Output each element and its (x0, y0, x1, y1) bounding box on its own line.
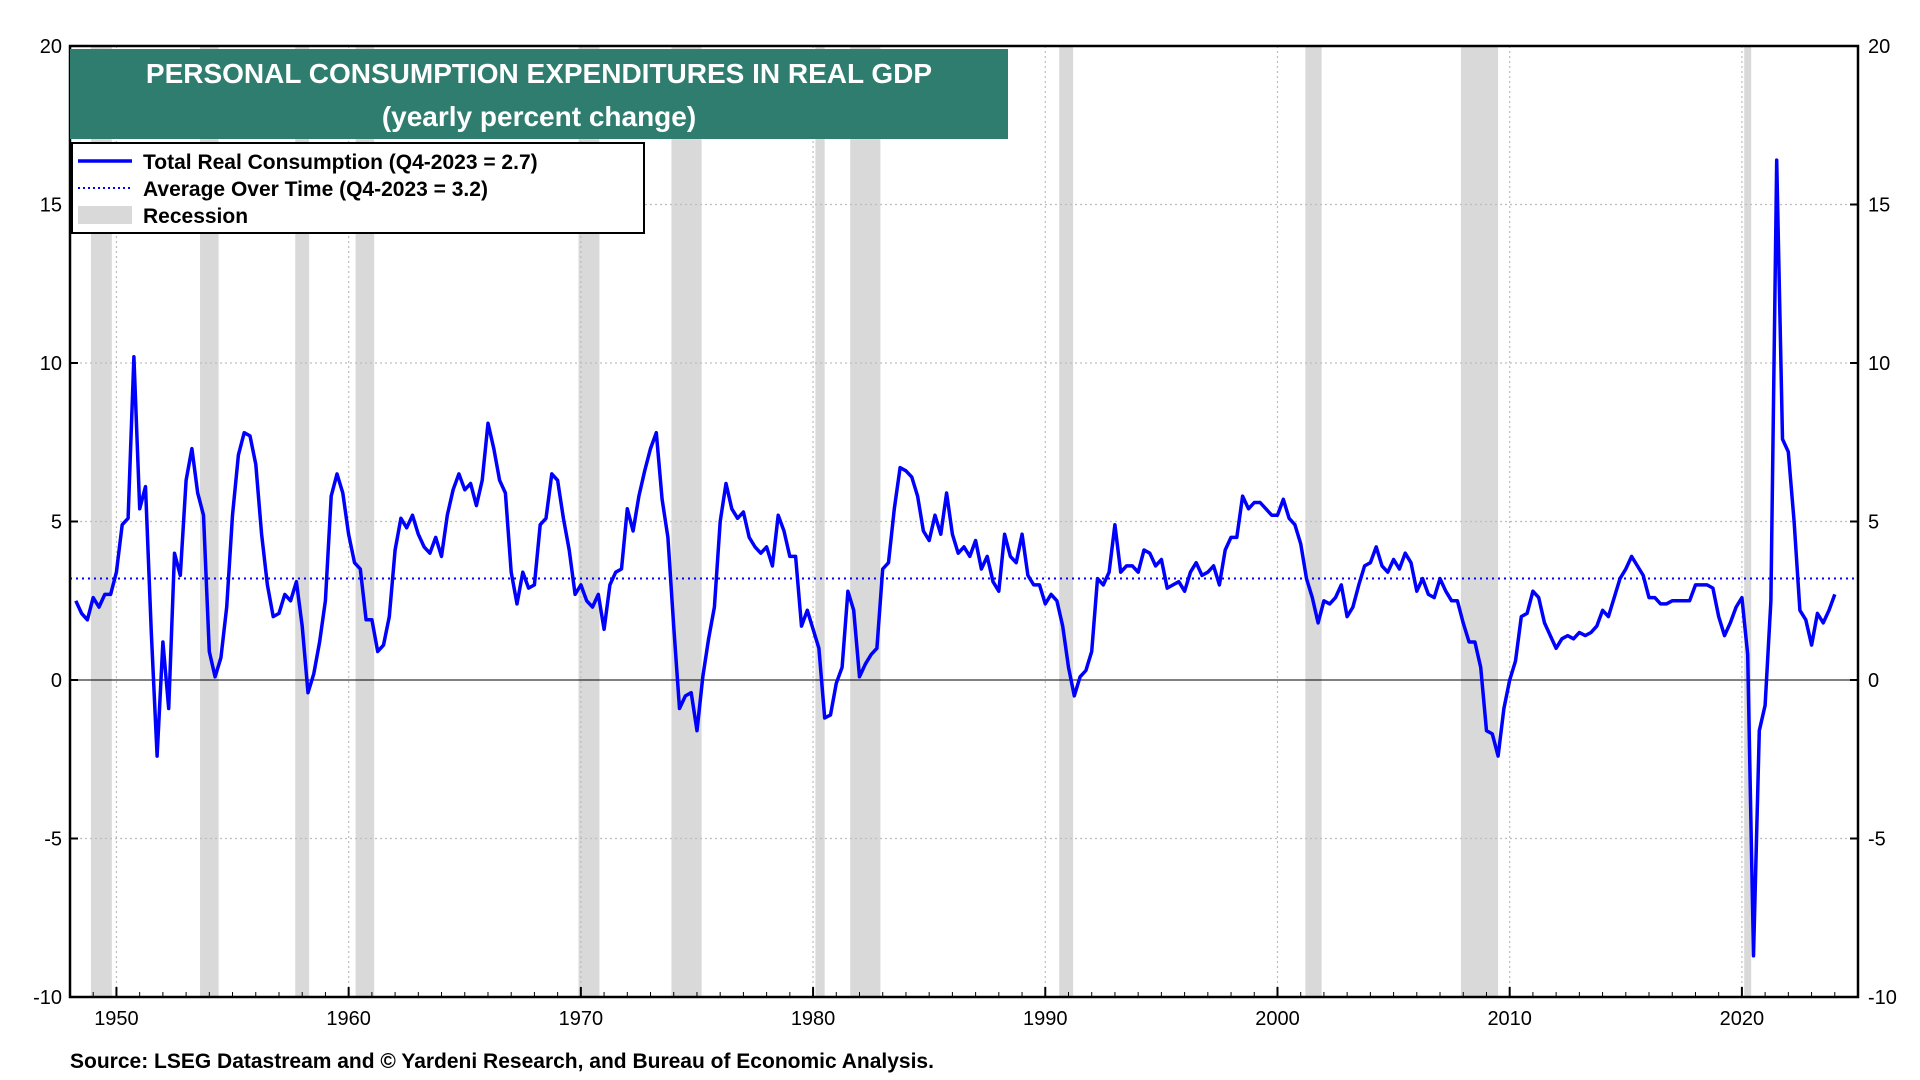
chart-subtitle: (yearly percent change) (382, 101, 696, 132)
series-line-total-real-consumption (74, 158, 1837, 958)
recession-band (355, 46, 375, 997)
x-tick-label: 1950 (94, 1008, 139, 1030)
legend: Total Real Consumption (Q4-2023 = 2.7) A… (71, 142, 645, 234)
title-box: PERSONAL CONSUMPTION EXPENDITURES IN REA… (70, 49, 1008, 139)
x-tick-label: 2010 (1487, 1008, 1532, 1030)
x-tick-label: 1970 (559, 1008, 604, 1030)
y-tick-label-right: 20 (1868, 36, 1890, 58)
y-tick-label-left: 15 (40, 195, 62, 217)
chart-title: PERSONAL CONSUMPTION EXPENDITURES IN REA… (146, 58, 932, 89)
y-tick-label-left: 0 (51, 670, 62, 692)
y-tick-label-left: 10 (40, 353, 62, 375)
y-tick-label-right: 5 (1868, 512, 1879, 534)
y-tick-label-right: 15 (1868, 195, 1890, 217)
x-tick-label: 2000 (1255, 1008, 1300, 1030)
y-tick-label-right: 10 (1868, 353, 1890, 375)
x-tick-label: 1960 (326, 1008, 371, 1030)
gridlines (70, 46, 1858, 997)
recession-band (1305, 46, 1322, 997)
x-tick-label: 1990 (1023, 1008, 1068, 1030)
x-tick-label: 2020 (1720, 1008, 1765, 1030)
legend-label-series: Total Real Consumption (Q4-2023 = 2.7) (143, 151, 538, 174)
recession-band (578, 46, 600, 997)
x-tick-label: 1980 (791, 1008, 836, 1030)
y-tick-label-left: -10 (33, 987, 62, 1009)
legend-label-recession: Recession (143, 205, 248, 228)
recession-band (1744, 46, 1752, 997)
recession-band (295, 46, 310, 997)
y-tick-label-left: 5 (51, 512, 62, 534)
source-note: Source: LSEG Datastream and © Yardeni Re… (70, 1050, 934, 1073)
legend-label-average: Average Over Time (Q4-2023 = 3.2) (143, 178, 488, 201)
legend-swatch-recession (78, 206, 132, 224)
y-tick-label-left: -5 (44, 829, 62, 851)
y-tick-label-left: 20 (40, 36, 62, 58)
recession-band (200, 46, 219, 997)
y-tick-label-right: 0 (1868, 670, 1879, 692)
y-tick-label-right: -5 (1868, 829, 1886, 851)
y-tick-label-right: -10 (1868, 987, 1897, 1009)
